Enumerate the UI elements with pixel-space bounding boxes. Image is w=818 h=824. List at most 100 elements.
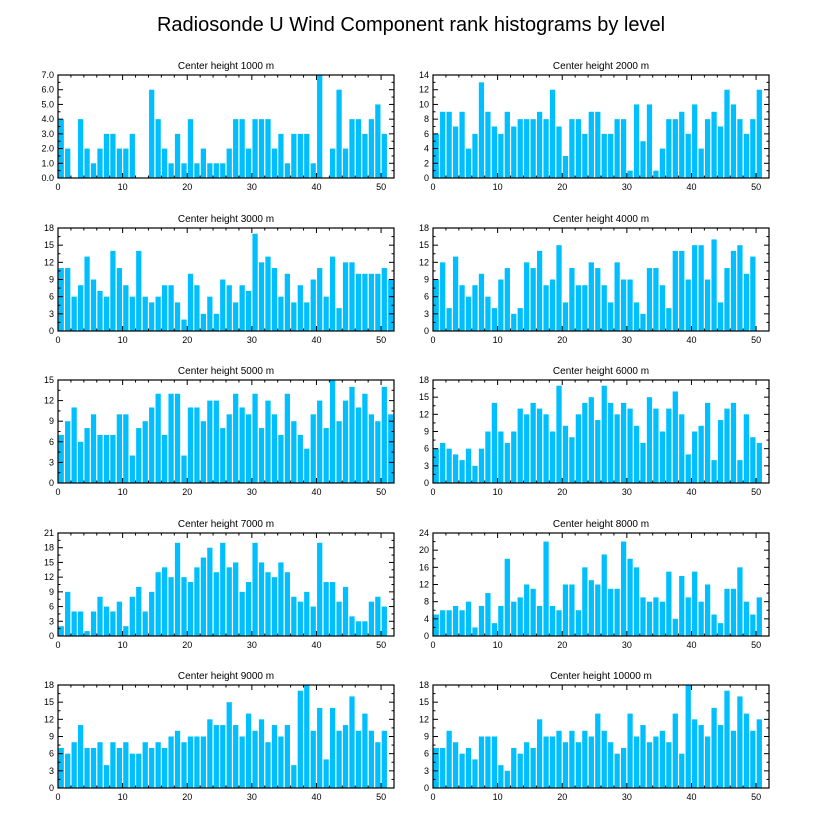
bar: [123, 148, 129, 178]
x-tick-label: 30: [622, 487, 632, 497]
bar: [440, 442, 446, 483]
bar: [310, 730, 316, 788]
y-tick-label: 20: [419, 545, 429, 555]
bar: [226, 414, 232, 483]
bar: [556, 730, 562, 788]
bar: [123, 742, 129, 788]
bar: [291, 765, 297, 788]
bar: [562, 155, 569, 178]
x-tick-label: 20: [182, 182, 192, 192]
bar: [737, 567, 743, 636]
bar: [478, 273, 485, 331]
bar: [672, 713, 678, 788]
bar: [265, 742, 271, 788]
bar: [291, 133, 297, 178]
y-tick-label: 3: [49, 616, 54, 626]
bar: [446, 730, 452, 788]
bar: [258, 719, 265, 788]
bar: [381, 268, 387, 331]
bar: [103, 296, 110, 331]
y-tick-label: 15: [44, 697, 54, 707]
bar: [562, 302, 569, 331]
bar: [97, 290, 103, 331]
y-tick-label: 3: [49, 766, 54, 776]
bar: [595, 268, 601, 331]
bar: [136, 753, 142, 788]
bar: [582, 567, 588, 636]
bar: [355, 730, 362, 788]
bar: [511, 747, 517, 788]
x-tick-label: 10: [493, 182, 503, 192]
bar: [149, 591, 155, 636]
bar: [433, 614, 439, 636]
bar: [187, 582, 194, 636]
bar: [627, 408, 633, 483]
bar: [549, 736, 556, 788]
bar: [239, 736, 245, 788]
bar: [97, 148, 103, 178]
bar: [187, 119, 194, 178]
x-tick-label: 50: [751, 335, 761, 345]
bar: [329, 707, 336, 788]
x-tick-label: 30: [622, 640, 632, 650]
bar: [536, 605, 543, 636]
bar: [472, 285, 478, 331]
bar: [498, 765, 504, 788]
x-tick-label: 50: [376, 640, 386, 650]
bar: [549, 605, 556, 636]
bar: [123, 626, 129, 636]
bar: [97, 434, 103, 483]
bar: [284, 572, 291, 636]
bar: [317, 268, 323, 331]
bar: [653, 268, 659, 331]
bar: [310, 606, 316, 636]
bar: [569, 437, 575, 483]
panel-title: Center height 5000 m: [178, 366, 274, 377]
bar: [220, 163, 226, 178]
bar: [226, 148, 232, 178]
bar: [472, 627, 478, 636]
bar: [704, 279, 711, 331]
y-tick-label: 15: [44, 557, 54, 567]
bar: [168, 285, 174, 331]
bar: [575, 414, 582, 483]
bar: [608, 133, 614, 178]
bar: [77, 611, 84, 636]
bar: [640, 442, 646, 483]
bar: [278, 736, 284, 788]
bar: [77, 285, 84, 331]
bar: [672, 391, 678, 483]
y-tick-label: 9: [49, 732, 54, 742]
bar: [252, 393, 258, 483]
bar: [342, 586, 349, 636]
panels-container: Center height 1000 m0 10 20 30 40 500.01.02.0…: [41, 61, 770, 802]
bar: [711, 239, 717, 331]
bar: [711, 707, 717, 788]
bar: [304, 591, 310, 636]
bar: [608, 588, 614, 636]
bar: [504, 442, 510, 483]
bar: [310, 414, 316, 483]
bar: [737, 245, 743, 331]
y-tick-label: 10: [419, 99, 429, 109]
y-tick-label: 3: [424, 309, 429, 319]
bar: [129, 296, 135, 331]
bar: [265, 256, 271, 331]
bar: [362, 621, 368, 636]
bar: [271, 414, 278, 483]
bar: [672, 618, 678, 636]
bar: [743, 133, 750, 178]
x-tick-label: 40: [686, 182, 696, 192]
bar: [692, 571, 698, 637]
bar: [200, 148, 207, 178]
bar: [659, 601, 666, 636]
bar: [472, 133, 478, 178]
x-tick-label: 40: [686, 640, 696, 650]
bar: [252, 119, 258, 178]
bar: [704, 736, 711, 788]
bar: [640, 313, 646, 331]
bar: [349, 386, 355, 483]
bar: [724, 408, 730, 483]
x-tick-label: 50: [376, 487, 386, 497]
y-tick-label: 6.0: [41, 85, 54, 95]
